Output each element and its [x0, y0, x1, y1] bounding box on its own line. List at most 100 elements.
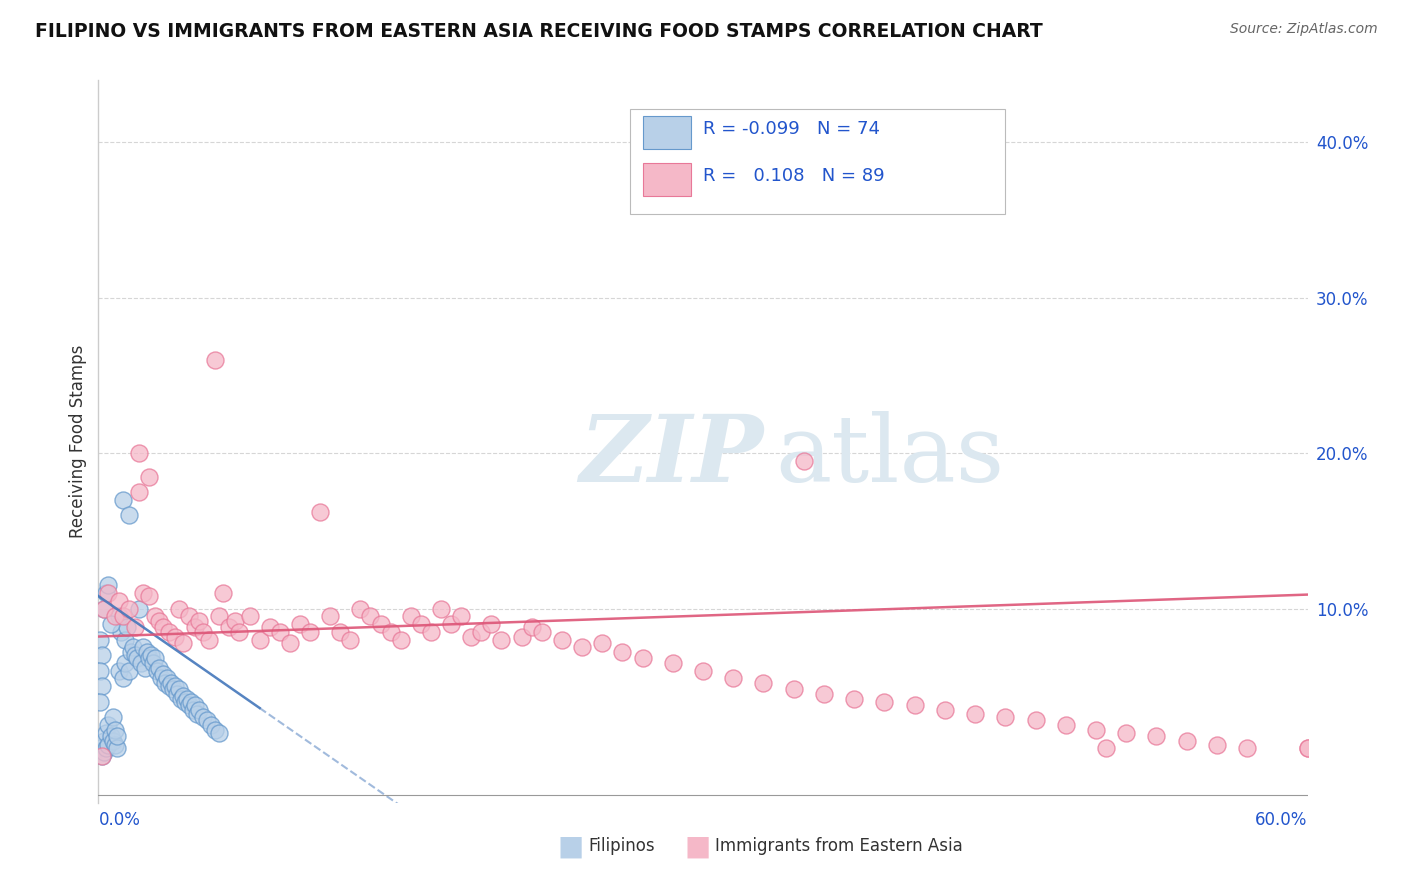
Text: Filipinos: Filipinos	[588, 838, 655, 855]
Point	[91, 648, 114, 663]
Point	[195, 714, 218, 728]
Text: 0.0%: 0.0%	[98, 811, 141, 829]
Point	[793, 454, 815, 468]
Point	[181, 702, 204, 716]
Point	[249, 632, 271, 647]
Point	[167, 682, 190, 697]
Point	[591, 636, 613, 650]
Point	[115, 620, 138, 634]
Point	[450, 609, 472, 624]
Text: ZIP: ZIP	[579, 411, 763, 501]
Point	[148, 660, 170, 674]
Point	[146, 664, 169, 678]
Text: 60.0%: 60.0%	[1256, 811, 1308, 829]
Point	[180, 695, 202, 709]
Point	[460, 630, 482, 644]
Point	[184, 620, 207, 634]
Point	[208, 726, 231, 740]
Point	[389, 632, 412, 647]
Point	[91, 749, 114, 764]
Point	[440, 617, 463, 632]
Point	[179, 609, 201, 624]
Point	[114, 632, 136, 647]
Text: Source: ZipAtlas.com: Source: ZipAtlas.com	[1230, 22, 1378, 37]
Point	[1085, 723, 1108, 737]
Point	[481, 617, 503, 632]
Point	[129, 656, 152, 670]
Point	[360, 609, 382, 624]
Point	[111, 492, 134, 507]
Point	[1115, 726, 1137, 740]
Point	[166, 687, 188, 701]
Point	[470, 624, 492, 639]
Point	[239, 609, 262, 624]
Point	[188, 614, 211, 628]
FancyBboxPatch shape	[630, 109, 1005, 214]
Y-axis label: Receiving Food Stamps: Receiving Food Stamps	[69, 345, 87, 538]
Point	[163, 679, 186, 693]
Point	[844, 691, 866, 706]
Point	[138, 651, 160, 665]
Point	[1236, 741, 1258, 756]
Point	[420, 624, 443, 639]
Point	[491, 632, 513, 647]
Point	[399, 609, 422, 624]
Point	[163, 630, 186, 644]
Point	[530, 624, 553, 639]
Point	[212, 586, 235, 600]
Point	[100, 729, 122, 743]
Point	[160, 676, 183, 690]
Point	[752, 676, 775, 690]
Point	[128, 446, 150, 460]
Point	[170, 691, 193, 706]
Point	[198, 632, 221, 647]
Point	[97, 718, 120, 732]
Point	[107, 594, 129, 608]
Point	[110, 624, 132, 639]
Point	[188, 702, 211, 716]
Point	[152, 620, 174, 634]
Point	[204, 723, 226, 737]
Point	[692, 664, 714, 678]
Point	[105, 729, 128, 743]
Point	[103, 609, 125, 624]
Text: atlas: atlas	[776, 411, 1005, 501]
Point	[965, 707, 987, 722]
Point	[349, 601, 371, 615]
Point	[994, 710, 1017, 724]
Point	[319, 609, 342, 624]
Point	[193, 710, 215, 724]
Point	[89, 741, 111, 756]
Point	[288, 617, 311, 632]
Point	[132, 586, 155, 600]
Point	[118, 601, 141, 615]
Point	[96, 741, 118, 756]
Point	[228, 624, 250, 639]
Point	[111, 672, 134, 686]
Point	[167, 601, 190, 615]
Text: FILIPINO VS IMMIGRANTS FROM EASTERN ASIA RECEIVING FOOD STAMPS CORRELATION CHART: FILIPINO VS IMMIGRANTS FROM EASTERN ASIA…	[35, 22, 1043, 41]
Point	[184, 698, 207, 712]
Text: ■: ■	[685, 832, 711, 860]
Point	[186, 707, 208, 722]
Point	[1146, 729, 1168, 743]
Point	[120, 645, 142, 659]
Point	[91, 749, 114, 764]
Point	[142, 656, 165, 670]
Point	[97, 586, 120, 600]
Point	[172, 636, 194, 650]
Point	[138, 469, 160, 483]
Point	[1296, 741, 1319, 756]
Point	[873, 695, 896, 709]
Point	[107, 609, 129, 624]
Text: Immigrants from Eastern Asia: Immigrants from Eastern Asia	[716, 838, 963, 855]
Point	[105, 741, 128, 756]
Point	[134, 660, 156, 674]
Point	[101, 733, 124, 747]
Point	[89, 632, 111, 647]
Point	[370, 617, 392, 632]
Point	[309, 505, 332, 519]
Point	[204, 353, 226, 368]
Point	[138, 589, 160, 603]
Point	[97, 739, 120, 753]
